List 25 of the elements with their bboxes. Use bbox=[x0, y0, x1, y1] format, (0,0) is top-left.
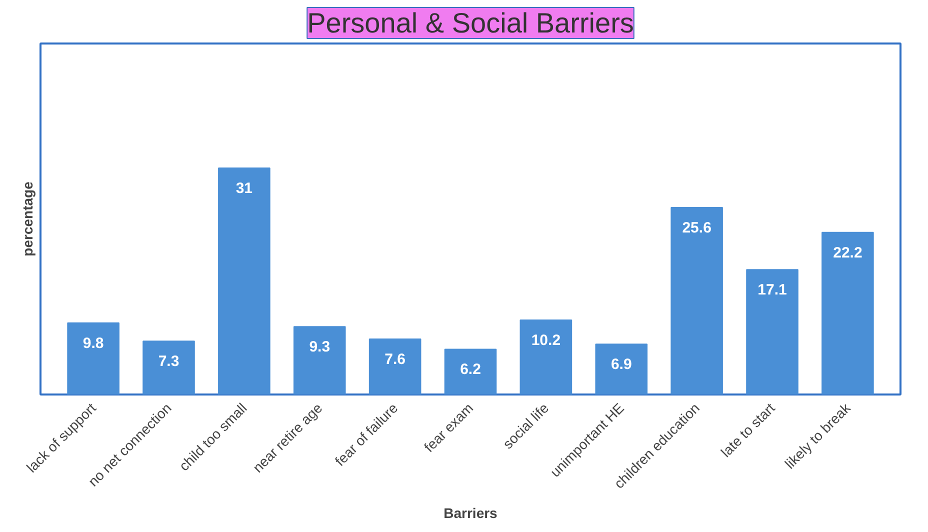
bar bbox=[822, 232, 874, 394]
y-axis-title: percentage bbox=[20, 181, 36, 256]
bar bbox=[218, 168, 270, 394]
data-label: 22.2 bbox=[833, 244, 862, 262]
chart-title: Personal & Social Barriers bbox=[307, 8, 634, 38]
x-axis-title: Barriers bbox=[444, 505, 498, 522]
data-label: 9.8 bbox=[82, 334, 104, 352]
data-label: 31 bbox=[236, 180, 253, 198]
data-label: 6.9 bbox=[610, 356, 632, 374]
data-label: 9.3 bbox=[309, 338, 330, 356]
data-label: 25.6 bbox=[682, 219, 712, 236]
data-label: 6.2 bbox=[460, 361, 481, 378]
bar bbox=[520, 319, 572, 394]
bar bbox=[368, 338, 422, 394]
data-label: 10.2 bbox=[531, 332, 561, 349]
data-label: 7.6 bbox=[384, 350, 406, 368]
data-label: 17.1 bbox=[758, 282, 787, 299]
bar bbox=[67, 322, 120, 394]
bar bbox=[444, 348, 497, 394]
bar bbox=[293, 326, 346, 394]
data-label: 7.3 bbox=[158, 353, 180, 370]
bar bbox=[595, 344, 648, 394]
bar bbox=[142, 340, 195, 394]
bar bbox=[670, 206, 723, 394]
bar bbox=[746, 269, 798, 394]
